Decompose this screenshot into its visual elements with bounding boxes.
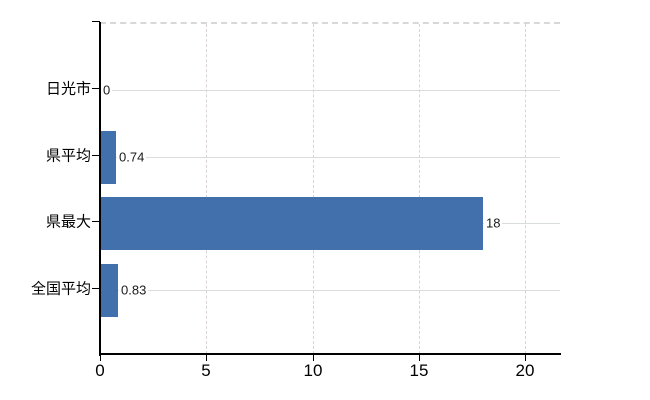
bar-全国平均 — [100, 263, 118, 317]
x-axis-line — [99, 353, 561, 355]
gridline-vertical — [206, 24, 207, 354]
gridline-horizontal — [100, 290, 560, 291]
x-axis-tick-label: 20 — [515, 361, 535, 380]
plot-area: 0 0.74 18 0.83 — [100, 22, 560, 354]
category-label-2: 県平均 — [45, 147, 91, 165]
x-axis-tick-label: 10 — [303, 361, 323, 380]
gridline-vertical — [525, 24, 526, 354]
x-axis-tick — [100, 355, 101, 361]
category-tick — [92, 155, 100, 156]
value-label: 0.83 — [119, 282, 149, 298]
category-tick — [92, 221, 100, 222]
value-label: 18 — [484, 215, 503, 231]
bar-県平均 — [100, 130, 116, 184]
y-axis-top-tick — [92, 21, 100, 22]
category-label-3: 県最大 — [45, 213, 91, 231]
x-axis-tick — [206, 355, 207, 361]
x-axis-tick-label: 15 — [409, 361, 429, 380]
category-tick — [92, 288, 100, 289]
bar-県最大 — [100, 196, 483, 250]
gridline-vertical — [419, 24, 420, 354]
gridline-vertical — [313, 24, 314, 354]
gridline-horizontal — [100, 90, 560, 91]
value-label: 0.74 — [117, 149, 147, 165]
value-label: 0 — [101, 82, 113, 98]
category-label-1: 日光市 — [45, 80, 91, 98]
category-label-4: 全国平均 — [30, 280, 91, 298]
gridline-horizontal — [100, 157, 560, 158]
y-axis-line — [99, 22, 101, 356]
x-axis-tick — [419, 355, 420, 361]
x-axis-tick-label: 5 — [201, 361, 211, 380]
x-axis-tick — [525, 355, 526, 361]
x-axis-tick-label: 0 — [95, 361, 105, 380]
category-tick — [92, 88, 100, 89]
x-axis-tick — [313, 355, 314, 361]
